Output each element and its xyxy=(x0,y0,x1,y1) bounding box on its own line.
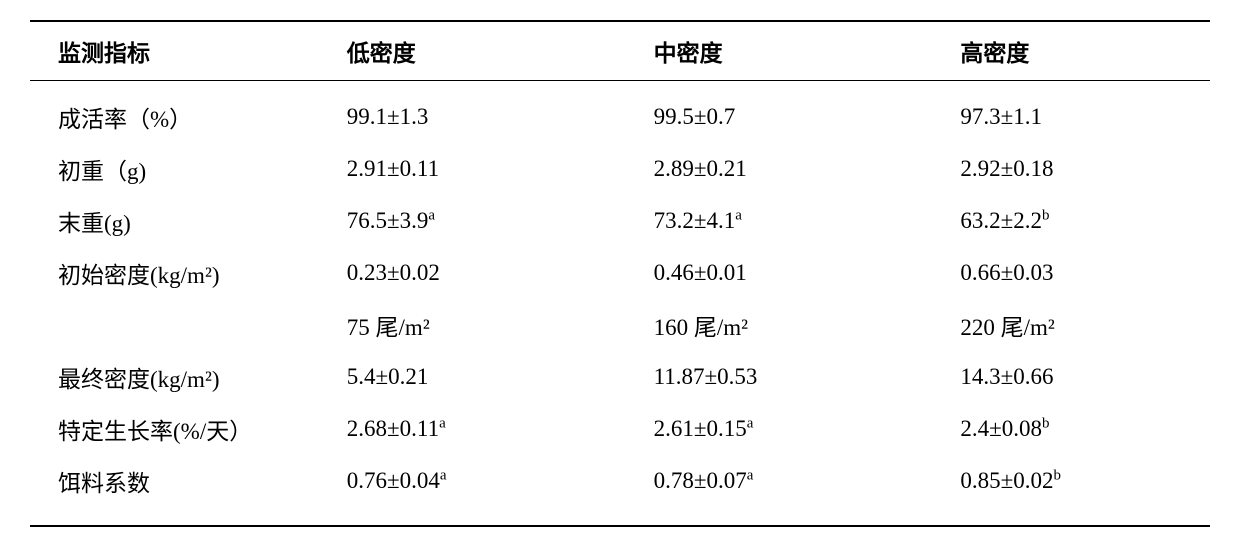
cell-high: 14.3±0.66 xyxy=(950,351,1210,403)
cell-mid: 73.2±4.1a xyxy=(644,195,951,247)
cell-mid: 2.89±0.21 xyxy=(644,143,951,195)
cell-low: 2.91±0.11 xyxy=(337,143,644,195)
row-label: 初重（g) xyxy=(30,143,337,195)
cell-high: 220 尾/m² xyxy=(950,299,1210,351)
row-label: 成活率（%） xyxy=(30,81,337,144)
cell-high: 0.85±0.02b xyxy=(950,455,1210,526)
cell-low: 5.4±0.21 xyxy=(337,351,644,403)
cell-mid: 0.46±0.01 xyxy=(644,247,951,299)
row-label: 特定生长率(%/天） xyxy=(30,403,337,455)
table-row: 最终密度(kg/m²) 5.4±0.21 11.87±0.53 14.3±0.6… xyxy=(30,351,1210,403)
cell-low: 0.76±0.04a xyxy=(337,455,644,526)
cell-high: 2.92±0.18 xyxy=(950,143,1210,195)
cell-high: 2.4±0.08b xyxy=(950,403,1210,455)
growth-density-table: 监测指标 低密度 中密度 高密度 成活率（%） 99.1±1.3 99.5±0.… xyxy=(30,20,1210,527)
row-label: 末重(g) xyxy=(30,195,337,247)
cell-high: 63.2±2.2b xyxy=(950,195,1210,247)
col-header-low: 低密度 xyxy=(337,21,644,81)
cell-high: 0.66±0.03 xyxy=(950,247,1210,299)
cell-low: 0.23±0.02 xyxy=(337,247,644,299)
table-row: 初重（g) 2.91±0.11 2.89±0.21 2.92±0.18 xyxy=(30,143,1210,195)
col-header-mid: 中密度 xyxy=(644,21,951,81)
cell-low: 76.5±3.9a xyxy=(337,195,644,247)
cell-mid: 11.87±0.53 xyxy=(644,351,951,403)
cell-low: 2.68±0.11a xyxy=(337,403,644,455)
table-row: 末重(g) 76.5±3.9a 73.2±4.1a 63.2±2.2b xyxy=(30,195,1210,247)
cell-low: 75 尾/m² xyxy=(337,299,644,351)
cell-mid: 0.78±0.07a xyxy=(644,455,951,526)
cell-low: 99.1±1.3 xyxy=(337,81,644,144)
table-row: 75 尾/m² 160 尾/m² 220 尾/m² xyxy=(30,299,1210,351)
cell-mid: 2.61±0.15a xyxy=(644,403,951,455)
row-label: 饵料系数 xyxy=(30,455,337,526)
cell-mid: 160 尾/m² xyxy=(644,299,951,351)
row-label: 初始密度(kg/m²) xyxy=(30,247,337,299)
table-row: 饵料系数 0.76±0.04a 0.78±0.07a 0.85±0.02b xyxy=(30,455,1210,526)
col-header-indicator: 监测指标 xyxy=(30,21,337,81)
cell-mid: 99.5±0.7 xyxy=(644,81,951,144)
table-row: 初始密度(kg/m²) 0.23±0.02 0.46±0.01 0.66±0.0… xyxy=(30,247,1210,299)
col-header-high: 高密度 xyxy=(950,21,1210,81)
row-label xyxy=(30,299,337,351)
table-header-row: 监测指标 低密度 中密度 高密度 xyxy=(30,21,1210,81)
table-row: 成活率（%） 99.1±1.3 99.5±0.7 97.3±1.1 xyxy=(30,81,1210,144)
table-row: 特定生长率(%/天） 2.68±0.11a 2.61±0.15a 2.4±0.0… xyxy=(30,403,1210,455)
row-label: 最终密度(kg/m²) xyxy=(30,351,337,403)
cell-high: 97.3±1.1 xyxy=(950,81,1210,144)
